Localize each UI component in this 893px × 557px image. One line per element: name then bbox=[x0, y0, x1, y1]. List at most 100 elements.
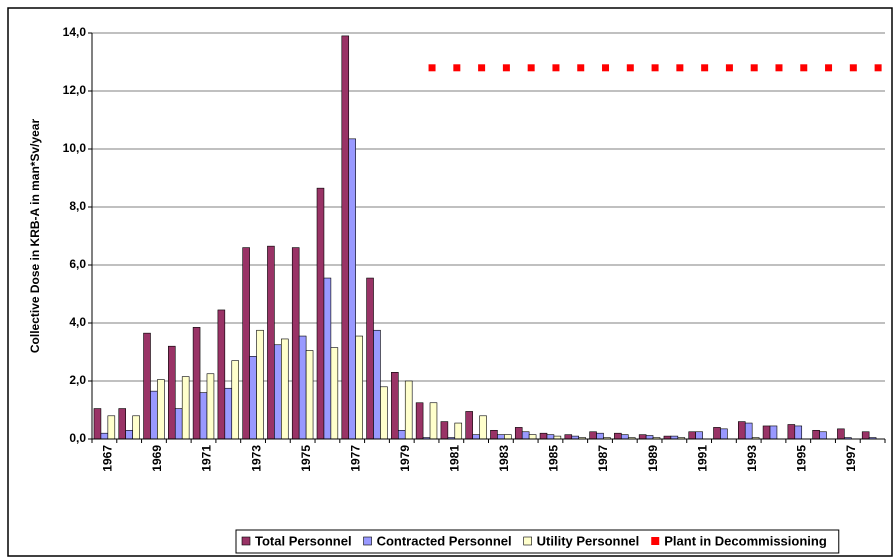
legend-swatch bbox=[523, 536, 532, 546]
bar bbox=[589, 431, 597, 440]
x-tick-label: 1971 bbox=[200, 445, 214, 472]
bar bbox=[224, 387, 233, 440]
bar bbox=[150, 390, 158, 440]
x-tick-label: 1987 bbox=[596, 445, 610, 472]
marker bbox=[502, 64, 510, 72]
bar bbox=[429, 402, 438, 440]
bar bbox=[281, 338, 289, 440]
legend-label: Contracted Personnel bbox=[377, 533, 512, 548]
bar bbox=[454, 422, 463, 440]
bar bbox=[837, 428, 845, 440]
bar bbox=[298, 335, 307, 440]
y-axis-label: Collective Dose in KRB-A in man*Sv/year bbox=[28, 119, 42, 354]
bar bbox=[812, 429, 820, 440]
marker bbox=[651, 64, 659, 72]
marker bbox=[800, 64, 808, 72]
bar bbox=[274, 344, 282, 440]
bar bbox=[341, 35, 350, 440]
marker bbox=[701, 64, 709, 72]
bar bbox=[688, 431, 696, 440]
bar bbox=[93, 408, 102, 440]
marker bbox=[775, 64, 783, 72]
bar bbox=[546, 434, 555, 440]
marker bbox=[725, 64, 733, 72]
y-tick-label: 14,0 bbox=[63, 25, 87, 39]
bar bbox=[100, 432, 109, 440]
bar bbox=[415, 402, 424, 440]
bar bbox=[479, 415, 487, 440]
x-tick-label: 1973 bbox=[249, 445, 263, 472]
bar bbox=[355, 335, 363, 440]
bar bbox=[528, 434, 537, 440]
bar bbox=[861, 431, 870, 440]
bar bbox=[504, 434, 512, 440]
bar bbox=[348, 138, 356, 440]
bar bbox=[373, 329, 381, 440]
bar bbox=[305, 350, 314, 440]
marker bbox=[874, 64, 882, 72]
x-tick-label: 1985 bbox=[547, 445, 561, 472]
y-tick-label: 6,0 bbox=[69, 257, 86, 271]
bar bbox=[217, 309, 226, 440]
bar bbox=[256, 329, 264, 440]
bar bbox=[174, 408, 183, 440]
y-tick-label: 8,0 bbox=[69, 199, 86, 213]
marker bbox=[825, 64, 833, 72]
x-tick-label: 1995 bbox=[794, 445, 808, 472]
x-tick-label: 1975 bbox=[299, 445, 313, 472]
x-tick-label: 1997 bbox=[844, 445, 858, 472]
bar bbox=[490, 429, 498, 440]
bar bbox=[695, 431, 703, 440]
marker bbox=[552, 64, 560, 72]
bar bbox=[521, 431, 530, 440]
x-tick-label: 1977 bbox=[348, 445, 362, 472]
y-tick-label: 12,0 bbox=[63, 83, 87, 97]
bar bbox=[794, 425, 803, 440]
bar bbox=[132, 415, 140, 440]
bar bbox=[539, 432, 548, 440]
marker bbox=[602, 64, 610, 72]
legend-label: Utility Personnel bbox=[537, 533, 640, 548]
bar bbox=[397, 429, 406, 440]
legend-swatch bbox=[363, 536, 372, 546]
legend-label: Plant in Decommissioning bbox=[664, 533, 827, 548]
x-tick-label: 1981 bbox=[448, 445, 462, 472]
marker bbox=[428, 64, 436, 72]
bar bbox=[391, 371, 399, 440]
x-tick-label: 1967 bbox=[101, 445, 115, 472]
bar bbox=[157, 379, 165, 440]
bar bbox=[404, 380, 413, 440]
marker bbox=[626, 64, 634, 72]
bar bbox=[242, 247, 250, 440]
bar bbox=[787, 424, 796, 440]
legend-label: Total Personnel bbox=[255, 533, 352, 548]
bar bbox=[168, 345, 176, 440]
bar bbox=[206, 373, 215, 440]
bar bbox=[737, 421, 746, 440]
bar bbox=[118, 408, 127, 440]
bar bbox=[125, 429, 133, 440]
marker bbox=[849, 64, 857, 72]
bar bbox=[465, 411, 473, 440]
bar bbox=[596, 432, 604, 440]
x-tick-label: 1991 bbox=[695, 445, 709, 472]
y-tick-label: 0,0 bbox=[69, 431, 86, 445]
marker bbox=[453, 64, 461, 72]
legend-box bbox=[235, 529, 840, 554]
bar bbox=[330, 347, 339, 440]
bar bbox=[514, 427, 523, 440]
bar bbox=[497, 434, 505, 440]
legend-swatch bbox=[651, 537, 660, 545]
x-tick-label: 1989 bbox=[646, 445, 660, 472]
bar bbox=[564, 434, 573, 440]
bar bbox=[713, 427, 721, 440]
y-tick-label: 4,0 bbox=[69, 315, 86, 329]
marker bbox=[527, 64, 535, 72]
bar bbox=[366, 277, 374, 440]
bar bbox=[249, 356, 257, 440]
marker bbox=[750, 64, 758, 72]
marker bbox=[577, 64, 585, 72]
bar bbox=[614, 432, 622, 440]
